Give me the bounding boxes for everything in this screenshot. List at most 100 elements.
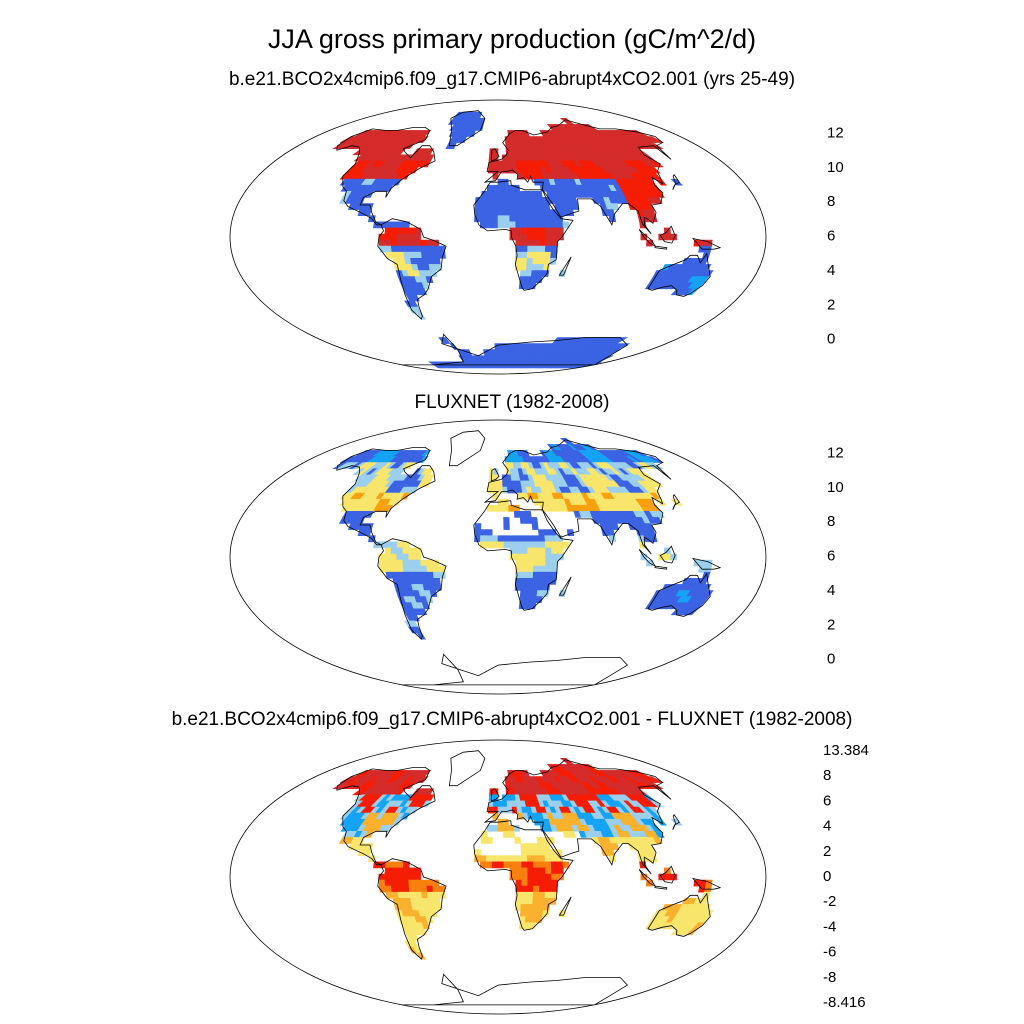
map-cell bbox=[408, 547, 416, 555]
map-cell bbox=[491, 197, 499, 204]
map-panel-3: b.e21.BCO2x4cmip6.f09_g17.CMIP6-abrupt4x… bbox=[172, 709, 869, 1015]
coastline bbox=[448, 750, 486, 787]
coastline bbox=[336, 127, 436, 226]
map-cell bbox=[408, 885, 416, 893]
map-cell bbox=[544, 891, 552, 899]
map-cell bbox=[422, 800, 432, 808]
map-cell bbox=[491, 203, 499, 210]
map-cell bbox=[408, 227, 416, 235]
colorbar-tick-label: 8 bbox=[823, 767, 831, 784]
map-cell bbox=[384, 233, 392, 241]
panels: b.e21.BCO2x4cmip6.f09_g17.CMIP6-abrupt4x… bbox=[172, 69, 869, 1015]
map-cell bbox=[409, 571, 417, 579]
map-cell bbox=[502, 160, 508, 168]
map-cell bbox=[557, 873, 564, 881]
map-cell bbox=[384, 239, 392, 247]
map-cell bbox=[408, 553, 416, 561]
map-cell bbox=[396, 245, 405, 253]
map-cell bbox=[519, 517, 527, 524]
map-cell bbox=[491, 535, 499, 543]
colorbar-tick-label: 0 bbox=[827, 651, 835, 668]
map-cell bbox=[544, 251, 552, 259]
map-cell bbox=[414, 553, 421, 561]
map-cell bbox=[432, 559, 440, 567]
map-cell bbox=[533, 553, 541, 561]
map-cell bbox=[526, 209, 534, 216]
map-cell bbox=[390, 239, 398, 247]
map-cell bbox=[503, 517, 510, 524]
map-cell bbox=[400, 172, 411, 180]
map-cell bbox=[608, 855, 617, 863]
map-cell bbox=[664, 233, 671, 241]
map-cell bbox=[491, 861, 499, 869]
map-cell bbox=[497, 166, 504, 174]
coastline bbox=[659, 225, 676, 244]
colorbar-tick-label: 10 bbox=[827, 159, 844, 176]
map-cell bbox=[550, 861, 558, 869]
colorbar-tick-label: -2 bbox=[823, 893, 836, 910]
map-cell bbox=[492, 184, 499, 192]
map-cell bbox=[432, 239, 440, 247]
map-cell bbox=[520, 535, 528, 543]
map-cell bbox=[390, 873, 398, 881]
map-cell bbox=[515, 535, 522, 543]
coastline bbox=[448, 430, 486, 467]
coastline bbox=[558, 576, 572, 596]
map-cell bbox=[550, 565, 558, 573]
map-cell bbox=[502, 166, 509, 174]
map-cell bbox=[426, 571, 435, 579]
map-cell bbox=[607, 209, 616, 216]
map-cell bbox=[610, 843, 620, 850]
map-cell bbox=[378, 559, 386, 567]
colorbar-tick-label: 12 bbox=[827, 444, 844, 461]
map-cell bbox=[526, 849, 534, 857]
map-cell bbox=[497, 535, 505, 543]
coastlines bbox=[336, 750, 722, 1006]
map-cell bbox=[532, 855, 540, 863]
map-cell bbox=[509, 209, 516, 216]
map-cell bbox=[556, 227, 564, 235]
coastline bbox=[654, 565, 668, 570]
map-cell bbox=[420, 879, 428, 887]
map-cell bbox=[520, 257, 528, 265]
map-cell bbox=[537, 209, 546, 216]
map-cell bbox=[392, 178, 402, 186]
map-cell bbox=[492, 800, 499, 808]
map-cell bbox=[384, 861, 393, 869]
panel-title: b.e21.BCO2x4cmip6.f09_g17.CMIP6-abrupt4x… bbox=[229, 69, 795, 90]
map-cell bbox=[537, 529, 546, 537]
map-cell bbox=[492, 160, 499, 168]
map-cell bbox=[521, 873, 529, 881]
map-cell bbox=[550, 885, 558, 893]
map-cell bbox=[531, 523, 539, 530]
map-cell bbox=[550, 571, 558, 579]
map-cell bbox=[396, 553, 404, 561]
coastline bbox=[672, 173, 680, 190]
map-cell bbox=[508, 197, 516, 204]
map-cell bbox=[539, 879, 546, 887]
map-cell bbox=[513, 191, 521, 198]
map-cell bbox=[545, 873, 552, 881]
map-cell bbox=[557, 233, 564, 241]
map-cell bbox=[396, 873, 404, 881]
map-cell bbox=[521, 861, 529, 869]
map-cell bbox=[421, 251, 429, 259]
map-cell bbox=[526, 215, 534, 223]
map-cell bbox=[533, 873, 541, 881]
map-cell bbox=[670, 818, 684, 826]
map-cell bbox=[647, 136, 664, 143]
map-cell bbox=[497, 209, 505, 216]
map-cell bbox=[400, 492, 411, 500]
map-cell bbox=[519, 590, 527, 597]
map-cell bbox=[426, 879, 434, 887]
map-cell bbox=[492, 504, 499, 512]
colorbar-tick-label: 2 bbox=[827, 296, 835, 313]
map-cell bbox=[396, 867, 404, 875]
map-cell bbox=[408, 867, 416, 875]
map-cell bbox=[426, 891, 435, 899]
map-cell bbox=[396, 547, 404, 555]
map-cell bbox=[384, 553, 392, 561]
map-cell bbox=[649, 855, 658, 863]
map-cell bbox=[545, 867, 552, 875]
map-cell bbox=[429, 270, 438, 277]
